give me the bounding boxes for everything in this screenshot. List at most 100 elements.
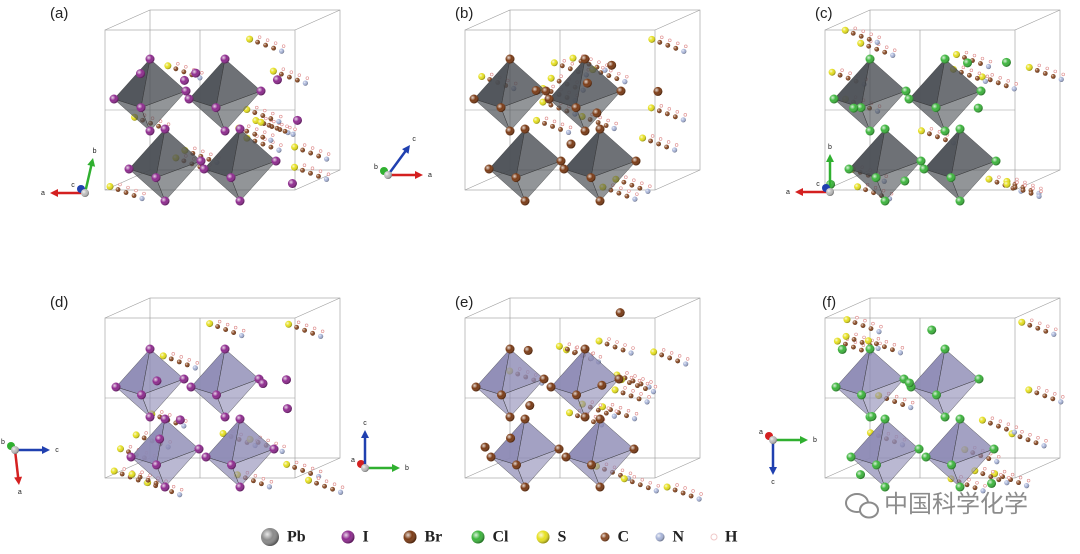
hydrogen <box>691 489 695 493</box>
atom-shine <box>192 365 198 371</box>
hydrogen <box>598 403 603 407</box>
atom-shine <box>176 359 182 365</box>
atom-shine <box>1058 76 1064 83</box>
hydrogen <box>699 492 703 496</box>
atom-shine <box>565 409 573 417</box>
panel-label: (a) <box>50 5 68 22</box>
atom-shine <box>1011 429 1017 435</box>
octahedron-face <box>876 448 920 488</box>
hydrogen <box>324 479 329 483</box>
atom-shine <box>996 477 1002 483</box>
hydrogen <box>667 107 671 111</box>
hydrogen <box>1023 183 1027 188</box>
hydrogen <box>637 378 642 383</box>
atom-shine <box>520 414 530 424</box>
atom-shine <box>145 477 151 483</box>
atom-shine <box>600 532 610 542</box>
atom-shine <box>566 139 576 149</box>
hydrogen <box>282 444 286 449</box>
atom-shine <box>580 54 590 64</box>
atom-shine <box>252 131 258 137</box>
hydrogen <box>184 65 188 69</box>
hydrogen <box>1015 180 1019 185</box>
hydrogen <box>607 337 611 341</box>
hydrogen <box>296 320 301 325</box>
hydrogen <box>1053 69 1057 74</box>
axis-label: c <box>71 182 75 189</box>
atom-shine <box>595 124 605 134</box>
atom-shine <box>904 378 914 388</box>
hydrogen <box>273 41 278 45</box>
hydrogen <box>598 115 602 120</box>
hydrogen <box>876 337 881 341</box>
hydrogen <box>225 322 230 327</box>
hydrogen <box>676 41 680 46</box>
atom-shine <box>664 144 670 150</box>
cell-edge <box>1014 457 1061 479</box>
atom-shine <box>561 452 571 462</box>
hydrogen <box>122 467 126 471</box>
hydrogen <box>629 375 634 380</box>
atom-shine <box>624 193 630 199</box>
cell-edge <box>1014 297 1061 319</box>
hydrogen <box>320 329 325 334</box>
unit-cell <box>464 297 701 479</box>
atom-shine <box>858 33 864 39</box>
atom-shine <box>995 80 1001 86</box>
atom-shine <box>252 110 258 115</box>
atom-shine <box>181 69 187 75</box>
hydrogen <box>601 65 605 70</box>
atom-shine <box>496 103 506 113</box>
hydrogen <box>606 406 611 410</box>
atom-shine <box>196 156 206 166</box>
atom-shine <box>874 39 880 45</box>
cell-edge <box>824 9 871 31</box>
hydrogen <box>1014 425 1019 429</box>
atom-shine <box>871 173 881 183</box>
hydrogen <box>862 335 866 340</box>
atom-shine <box>656 141 662 147</box>
atom-shine <box>290 131 296 137</box>
atom-shine <box>505 412 515 422</box>
atom-shine <box>571 103 581 113</box>
atom-shine <box>865 126 875 136</box>
atom-shine <box>595 120 601 125</box>
atom-shine <box>653 488 659 494</box>
atom-shine <box>181 423 187 429</box>
hydrogen <box>1036 436 1040 440</box>
hydrogen <box>318 149 323 153</box>
hydrogen <box>627 189 631 193</box>
atom-shine <box>177 492 183 498</box>
hydrogen <box>668 38 672 43</box>
atom-shine <box>1017 434 1023 440</box>
atom-shine <box>308 150 314 156</box>
hydrogen <box>332 482 337 486</box>
atom-shine <box>179 75 189 85</box>
octahedron-face <box>230 160 277 202</box>
atom-shine <box>220 344 230 354</box>
hydrogen <box>885 45 889 49</box>
atom-shine <box>558 126 563 132</box>
hydrogen <box>144 431 148 435</box>
atom-shine <box>337 489 344 495</box>
atom-shine <box>856 103 866 113</box>
atom-shine <box>81 189 89 197</box>
atom-shine <box>1025 386 1033 394</box>
atom-shine <box>271 45 277 51</box>
atom-shine <box>890 52 896 58</box>
atom-shine <box>260 113 266 118</box>
hydrogen <box>187 358 191 362</box>
atom-shine <box>1051 331 1057 337</box>
hydrogen <box>606 118 610 123</box>
octahedron-face <box>950 160 997 202</box>
atom-shine <box>559 164 569 174</box>
atom-shine <box>505 344 515 354</box>
atom-shine <box>963 58 973 68</box>
atom-shine <box>556 78 562 84</box>
atom-shine <box>497 390 506 400</box>
hydrogen <box>623 386 627 390</box>
atom-shine <box>595 337 603 345</box>
atom-shine <box>318 333 324 339</box>
axis-head <box>415 171 423 179</box>
atom-shine <box>672 147 678 153</box>
